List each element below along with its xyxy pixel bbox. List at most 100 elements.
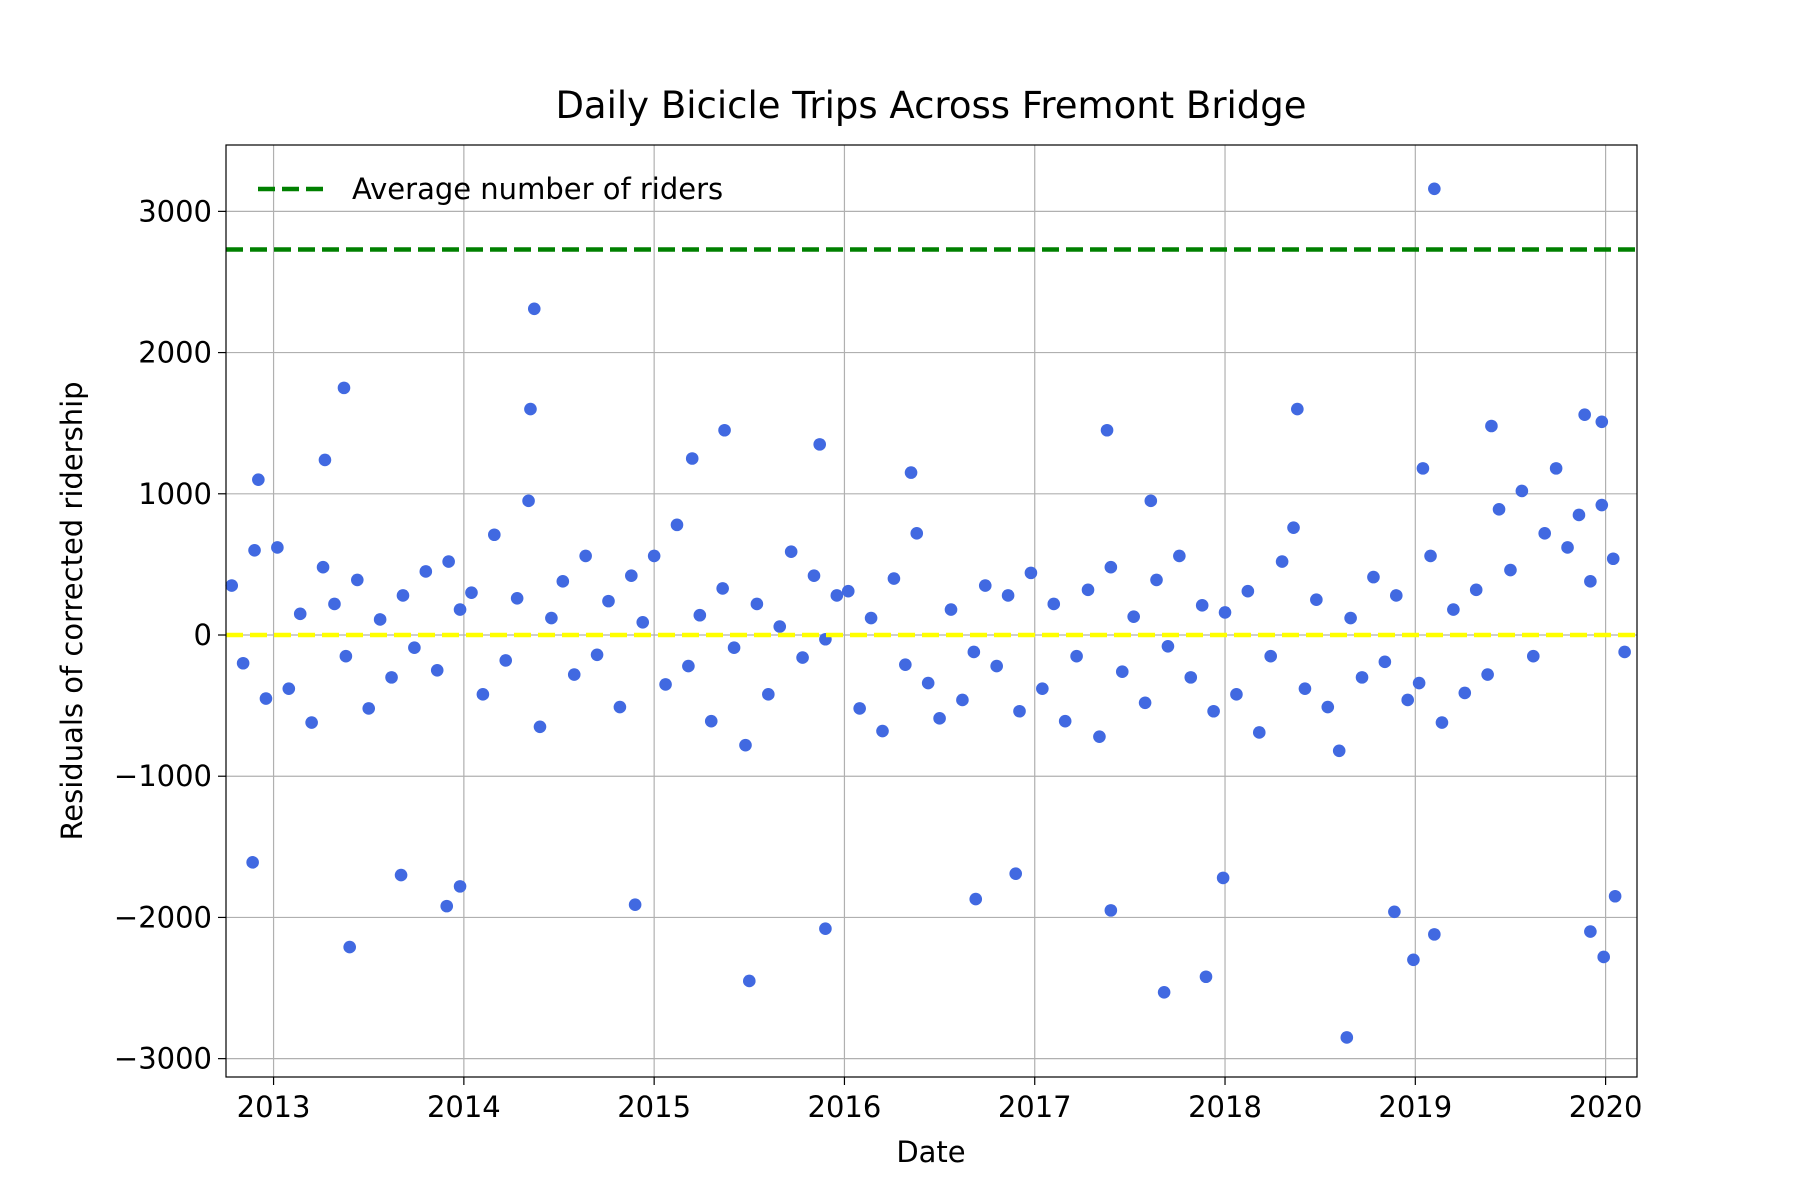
scatter-point bbox=[1070, 649, 1083, 663]
scatter-point bbox=[813, 438, 827, 451]
scatter-point bbox=[704, 714, 718, 728]
y-tick-label: −2000 bbox=[114, 900, 212, 934]
scatter-point bbox=[739, 738, 752, 752]
scatter-point bbox=[830, 589, 844, 602]
scatter-point bbox=[248, 543, 261, 557]
scatter-point bbox=[1515, 484, 1529, 498]
scatter-point bbox=[1298, 682, 1312, 695]
scatter-point bbox=[1150, 573, 1163, 587]
scatter-point bbox=[510, 591, 524, 605]
scatter-point bbox=[1173, 549, 1186, 563]
scatter-point bbox=[1401, 693, 1415, 707]
scatter-point bbox=[1597, 950, 1610, 964]
scatter-point bbox=[1584, 575, 1597, 588]
scatter-point bbox=[1424, 549, 1437, 563]
scatter-point bbox=[1407, 953, 1420, 967]
chart-title: Daily Bicicle Trips Across Fremont Bridg… bbox=[555, 84, 1306, 127]
scatter-point bbox=[1526, 649, 1540, 663]
scatter-point bbox=[1009, 867, 1023, 880]
scatter-point bbox=[853, 702, 866, 715]
scatter-point bbox=[394, 868, 408, 882]
scatter-point bbox=[819, 922, 832, 936]
scatter-point bbox=[1578, 408, 1591, 422]
scatter-point bbox=[967, 645, 981, 659]
scatter-point bbox=[602, 594, 615, 608]
scatter-point bbox=[1428, 928, 1441, 941]
scatter-point bbox=[727, 641, 741, 655]
scatter-point bbox=[1199, 970, 1213, 984]
scatter-point bbox=[1104, 904, 1118, 917]
x-tick-label: 2018 bbox=[1188, 1090, 1262, 1124]
scatter-point bbox=[1538, 527, 1552, 540]
scatter-point bbox=[1241, 584, 1255, 598]
scatter-point bbox=[1428, 182, 1441, 196]
scatter-point bbox=[1388, 905, 1401, 919]
scatter-point bbox=[442, 555, 455, 568]
scatter-point bbox=[659, 678, 672, 691]
plot-frame bbox=[225, 144, 1638, 1078]
scatter-point bbox=[579, 549, 592, 563]
scatter-point bbox=[567, 668, 581, 681]
scatter-point bbox=[1435, 716, 1449, 729]
scatter-point bbox=[841, 584, 855, 598]
scatter-point bbox=[1492, 503, 1506, 516]
scatter-point bbox=[419, 565, 433, 578]
scatter-point bbox=[1618, 645, 1631, 659]
scatter-point bbox=[1287, 521, 1300, 534]
scatter-point bbox=[373, 613, 387, 626]
scatter-point bbox=[899, 658, 912, 671]
scatter-point bbox=[1013, 704, 1026, 718]
scatter-point bbox=[476, 688, 490, 701]
scatter-point bbox=[1504, 563, 1517, 577]
scatter-point bbox=[682, 659, 695, 673]
scatter-point bbox=[773, 620, 787, 633]
scatter-point bbox=[762, 688, 775, 701]
scatter-point bbox=[807, 569, 821, 582]
scatter-point bbox=[1218, 606, 1232, 619]
scatter-point bbox=[1485, 419, 1498, 433]
scatter-point bbox=[1216, 871, 1230, 885]
scatter-point bbox=[1412, 676, 1426, 690]
scatter-point bbox=[742, 974, 756, 988]
x-tick-label: 2015 bbox=[617, 1090, 691, 1124]
scatter-point bbox=[1264, 649, 1277, 663]
scatter-point bbox=[246, 856, 259, 869]
scatter-point bbox=[305, 716, 318, 729]
x-axis-label: Date bbox=[896, 1135, 965, 1169]
scatter-point bbox=[750, 597, 764, 611]
scatter-point bbox=[1058, 714, 1072, 728]
scatter-point bbox=[1469, 583, 1483, 597]
scatter-point bbox=[1572, 508, 1586, 522]
scatter-point bbox=[1001, 589, 1015, 602]
scatter-point bbox=[1340, 1031, 1354, 1044]
y-tick-label: −3000 bbox=[114, 1042, 212, 1076]
scatter-point bbox=[904, 466, 918, 479]
scatter-point bbox=[1458, 686, 1472, 700]
scatter-point bbox=[488, 528, 501, 542]
scatter-point bbox=[1584, 925, 1597, 938]
x-tick-label: 2016 bbox=[808, 1090, 882, 1124]
scatter-point bbox=[430, 664, 444, 677]
scatter-point bbox=[613, 700, 627, 714]
scatter-point bbox=[910, 527, 924, 540]
scatter-point bbox=[1115, 665, 1129, 679]
scatter-point bbox=[1157, 985, 1171, 999]
scatter-point bbox=[1447, 603, 1460, 616]
scatter-point bbox=[1416, 462, 1430, 475]
scatter-point bbox=[933, 712, 946, 725]
scatter-point bbox=[1355, 671, 1369, 684]
scatter-point bbox=[1036, 682, 1049, 695]
scatter-point bbox=[1595, 498, 1609, 512]
scatter-point bbox=[259, 692, 273, 705]
scatter-point bbox=[1024, 566, 1038, 580]
scatter-point bbox=[1127, 610, 1140, 623]
scatter-point bbox=[465, 586, 478, 599]
scatter-point bbox=[1291, 402, 1304, 416]
scatter-point bbox=[1144, 494, 1158, 508]
scatter-point bbox=[1378, 655, 1392, 669]
scatter-point bbox=[453, 880, 467, 893]
scatter-point bbox=[385, 671, 398, 684]
scatter-point bbox=[590, 648, 604, 662]
